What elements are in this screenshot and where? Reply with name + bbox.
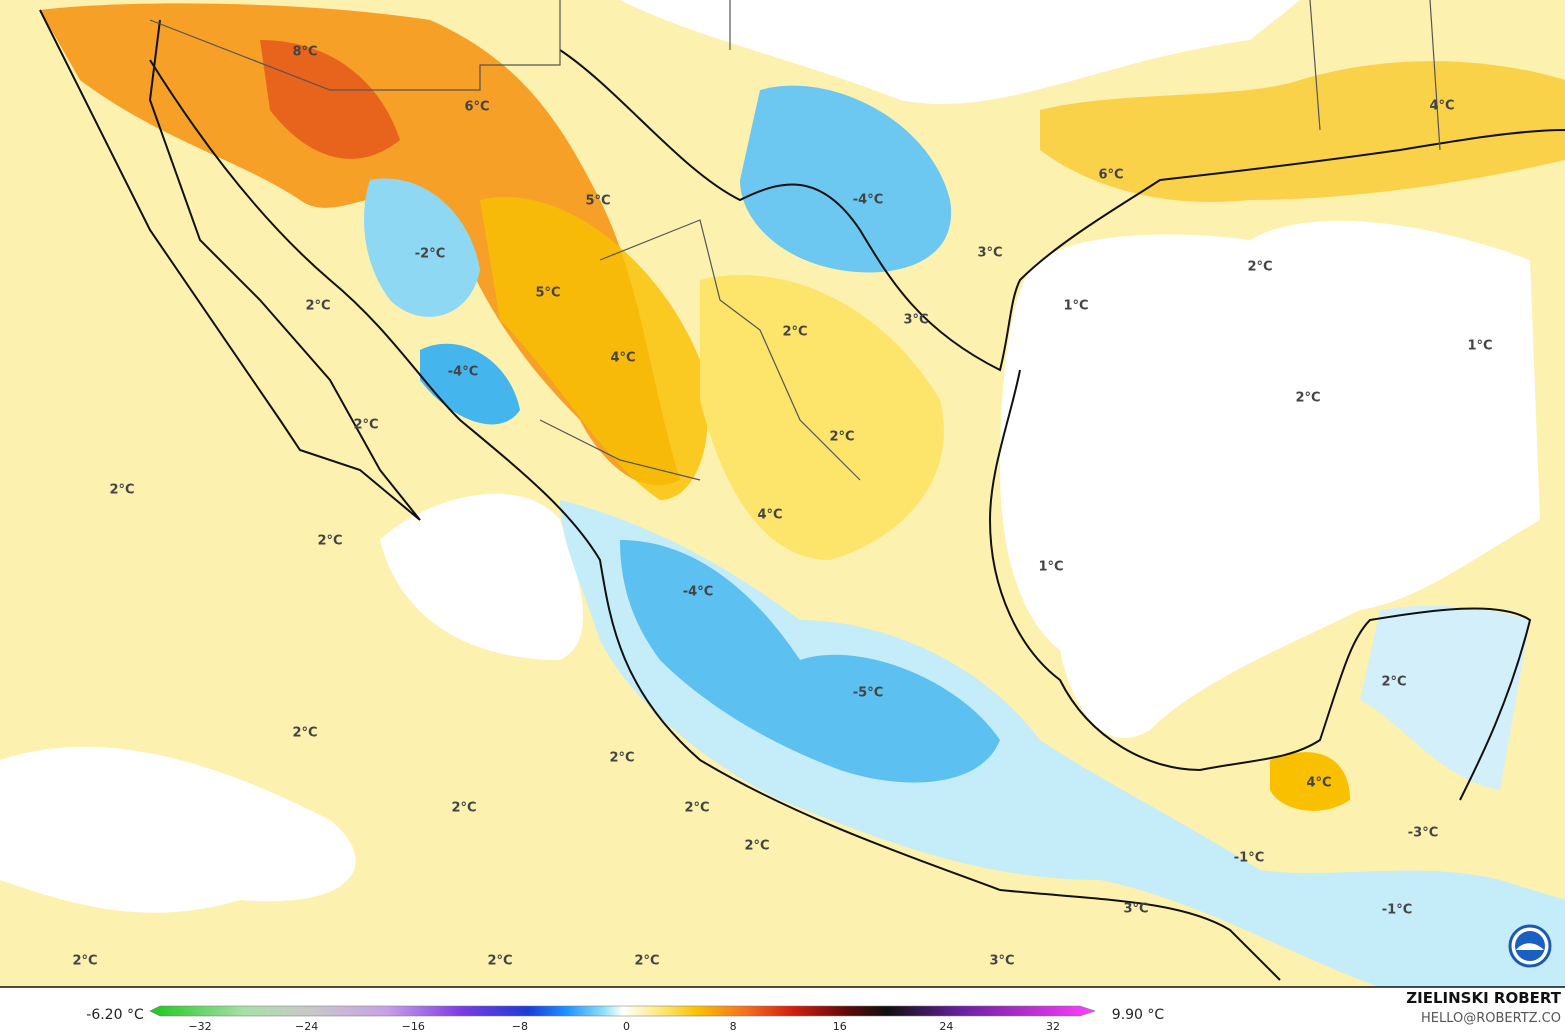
contour-label: 2°C — [451, 801, 476, 816]
warm-region — [700, 275, 944, 560]
contour-label: 5°C — [535, 286, 560, 301]
contour-label: -5°C — [853, 686, 883, 701]
contour-label: 3°C — [989, 954, 1014, 969]
contour-label: 2°C — [1295, 391, 1320, 406]
colorbar — [149, 1005, 1096, 1017]
contour-label: 1°C — [1063, 299, 1088, 314]
cool-region — [364, 178, 480, 317]
contour-label: 2°C — [684, 801, 709, 816]
warm-region — [1040, 61, 1565, 202]
borders — [149, 0, 1441, 481]
contour-label: 2°C — [609, 751, 634, 766]
contour-label: 2°C — [305, 299, 330, 314]
contour-label: 1°C — [1467, 339, 1492, 354]
contour-label: -4°C — [683, 585, 713, 600]
contour-label: -1°C — [1382, 903, 1412, 918]
colorbar-tick-label: −8 — [512, 1020, 528, 1033]
colorbar-tick-label: 16 — [833, 1020, 847, 1033]
colorbar-min: -6.20 °C — [86, 1007, 144, 1023]
hot-region — [260, 40, 400, 159]
gulf-region — [1000, 220, 1540, 739]
colorbar-max: 9.90 °C — [1112, 1007, 1165, 1023]
contour-label: 1°C — [1038, 560, 1063, 575]
colorbar-tick-label: 8 — [730, 1020, 737, 1033]
contour-label: 2°C — [72, 954, 97, 969]
contour-label: 2°C — [744, 839, 769, 854]
colorbar-tick-label: −32 — [188, 1020, 211, 1033]
contour-label: -2°C — [415, 247, 445, 262]
contour-label: 6°C — [464, 100, 489, 115]
colorbar-tick-label: −16 — [402, 1020, 425, 1033]
contour-label: 5°C — [585, 194, 610, 209]
contour-label: -3°C — [1408, 826, 1438, 841]
colorbar-tick-label: 0 — [623, 1020, 630, 1033]
contour-label: 2°C — [1381, 675, 1406, 690]
contour-label: 4°C — [757, 508, 782, 523]
colorbar-tick-label: −24 — [295, 1020, 318, 1033]
cool-region — [560, 500, 1565, 987]
contour-label: 2°C — [292, 726, 317, 741]
contour-label: -4°C — [853, 193, 883, 208]
contour-label: 2°C — [829, 430, 854, 445]
contour-label: 2°C — [487, 954, 512, 969]
map-labels: 8°C 6°C 5°C -2°C 5°C 2°C -4°C 4°C 2°C 2°C 2°C 2°C 4°… — [72, 45, 1492, 969]
contour-label: 2°C — [1247, 260, 1272, 275]
contour-label: 6°C — [1098, 168, 1123, 183]
pacific-region — [380, 493, 584, 660]
contour-label: 2°C — [634, 954, 659, 969]
contour-label: 2°C — [109, 483, 134, 498]
colorbar-tick-label: 24 — [939, 1020, 953, 1033]
warm-region — [40, 3, 680, 486]
colorbar-ticks: −32 −24 −16 −8 0 8 16 24 32 — [188, 1020, 1060, 1033]
colorbar-tick-label: 32 — [1046, 1020, 1060, 1033]
cool-region — [740, 85, 952, 273]
contour-label: 4°C — [1306, 776, 1331, 791]
coastline — [39, 9, 1565, 981]
warm-region — [480, 196, 708, 500]
contour-label: 8°C — [292, 45, 317, 60]
contour-label: 4°C — [1429, 99, 1454, 114]
pacific-region — [0, 746, 356, 913]
map — [0, 0, 1565, 987]
contour-label: 2°C — [317, 534, 342, 549]
contour-label: -4°C — [448, 365, 478, 380]
contour-label: 3°C — [1123, 902, 1148, 917]
warm-region — [1270, 752, 1350, 811]
noaa-logo — [1508, 924, 1552, 968]
north-region — [620, 0, 1300, 105]
contour-label: -1°C — [1234, 851, 1264, 866]
credit-email: HELLO@ROBERTZ.CO — [1421, 1011, 1561, 1026]
credit-author: ZIELINSKI ROBERT — [1406, 989, 1561, 1007]
cool-region — [620, 540, 1000, 783]
contour-label: 3°C — [903, 313, 928, 328]
contour-label: 2°C — [782, 325, 807, 340]
contour-label: 3°C — [977, 246, 1002, 261]
contour-label: 4°C — [610, 351, 635, 366]
contour-label: 2°C — [353, 418, 378, 433]
